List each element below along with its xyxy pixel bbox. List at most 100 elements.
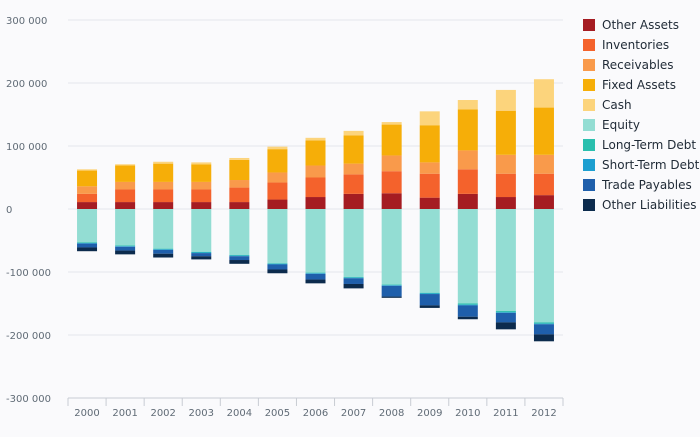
bar-stack-2008 <box>381 122 402 298</box>
legend-swatch <box>583 179 595 191</box>
bar-segment <box>457 150 478 170</box>
legend-item[interactable]: Equity <box>583 118 640 132</box>
bar-segment <box>457 305 478 317</box>
bar-segment <box>191 202 212 209</box>
bar-segment <box>495 312 516 323</box>
bar-segment <box>229 159 250 181</box>
bar-segment <box>381 122 402 125</box>
bar-segment <box>115 209 136 246</box>
bar-segment <box>495 312 516 313</box>
bar-segment <box>457 304 478 306</box>
legend-label: Receivables <box>602 58 674 72</box>
bar-segment <box>533 154 554 174</box>
bar-segment <box>343 163 364 175</box>
legend-item[interactable]: Short-Term Debt <box>583 158 700 172</box>
bars <box>77 79 554 342</box>
bar-segment <box>457 316 478 320</box>
bar-segment <box>457 169 478 194</box>
y-tick-label: 0 <box>6 205 12 216</box>
bar-stack-2006 <box>305 137 326 284</box>
bar-segment <box>191 209 212 252</box>
bar-segment <box>115 189 136 203</box>
legend-item[interactable]: Fixed Assets <box>583 78 676 92</box>
bar-segment <box>191 162 212 165</box>
bar-segment <box>153 181 174 190</box>
bar-segment <box>229 202 250 209</box>
legend-label: Equity <box>602 118 640 132</box>
bar-segment <box>191 251 212 253</box>
bar-segment <box>115 246 136 251</box>
bar-segment <box>457 193 478 209</box>
x-tick-label: 2010 <box>455 408 480 419</box>
y-tick-label: -200 000 <box>6 331 51 342</box>
x-tick-label: 2007 <box>341 408 366 419</box>
bar-segment <box>191 164 212 182</box>
y-tick-label: -100 000 <box>6 268 51 279</box>
x-tick-label: 2009 <box>417 408 442 419</box>
legend-item[interactable]: Receivables <box>583 58 674 72</box>
bar-segment <box>343 283 364 289</box>
x-tick-label: 2001 <box>112 408 137 419</box>
legend-label: Long-Term Debt <box>602 138 696 152</box>
bar-segment <box>191 189 212 203</box>
x-tick-label: 2011 <box>493 408 518 419</box>
legend-item[interactable]: Cash <box>583 98 632 112</box>
legend-item[interactable]: Trade Payables <box>583 178 692 192</box>
bar-segment <box>533 79 554 108</box>
bar-segment <box>533 334 554 342</box>
bar-stack-2005 <box>267 146 288 274</box>
bar-segment <box>77 209 98 243</box>
bar-segment <box>495 311 516 313</box>
bar-segment <box>153 249 174 250</box>
bar-segment <box>305 165 326 178</box>
bar-segment <box>495 173 516 198</box>
bar-stack-2002 <box>153 161 174 258</box>
legend-item[interactable]: Other Assets <box>583 18 679 32</box>
legend-item[interactable]: Other Liabilities <box>583 198 697 212</box>
bar-stack-2004 <box>229 157 250 264</box>
bar-segment <box>381 296 402 298</box>
bar-segment <box>381 284 402 286</box>
bar-segment <box>267 149 288 173</box>
legend-swatch <box>583 59 595 71</box>
bar-segment <box>457 209 478 304</box>
x-tick-label: 2000 <box>74 408 99 419</box>
legend-item[interactable]: Long-Term Debt <box>583 138 696 152</box>
bar-segment <box>343 278 364 284</box>
bar-segment <box>495 89 516 111</box>
legend-label: Other Liabilities <box>602 198 697 212</box>
legend-item[interactable]: Inventories <box>583 38 669 52</box>
bar-segment <box>267 209 288 264</box>
bar-segment <box>533 322 554 324</box>
bar-segment <box>381 285 402 297</box>
bar-segment <box>77 247 98 252</box>
bar-stack-2003 <box>191 162 212 260</box>
x-tick-label: 2008 <box>379 408 404 419</box>
bar-segment <box>267 263 288 264</box>
bar-segment <box>229 187 250 203</box>
bar-stack-2007 <box>343 130 364 289</box>
bar-stack-2001 <box>115 164 136 255</box>
bar-segment <box>419 293 440 295</box>
bar-segment <box>191 256 212 260</box>
bar-segment <box>495 197 516 209</box>
legend-swatch <box>583 159 595 171</box>
legend-label: Cash <box>602 98 632 112</box>
x-tick-label: 2002 <box>150 408 175 419</box>
bar-segment <box>305 279 326 284</box>
legend-swatch <box>583 139 595 151</box>
bar-segment <box>381 193 402 209</box>
bar-segment <box>77 202 98 209</box>
bar-segment <box>267 146 288 150</box>
bar-segment <box>77 169 98 171</box>
bar-segment <box>267 263 288 265</box>
bar-segment <box>77 243 98 244</box>
y-tick-label: 200 000 <box>6 79 47 90</box>
x-tick-label: 2003 <box>189 408 214 419</box>
bar-segment <box>267 172 288 183</box>
bar-segment <box>381 171 402 194</box>
bar-segment <box>305 197 326 209</box>
bar-segment <box>115 164 136 166</box>
bar-segment <box>153 163 174 182</box>
legend-swatch <box>583 99 595 111</box>
